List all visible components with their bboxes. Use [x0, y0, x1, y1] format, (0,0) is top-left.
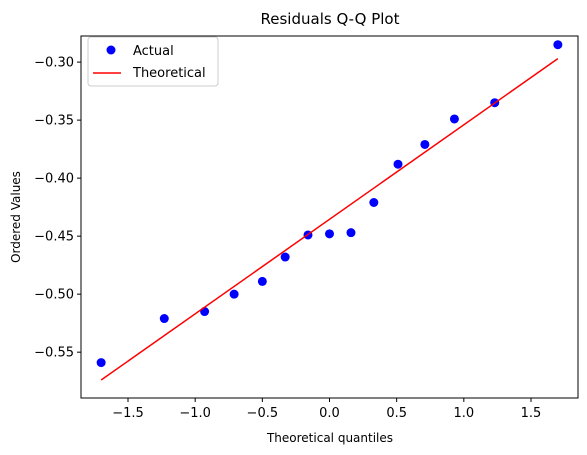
data-point: [325, 229, 334, 239]
legend-label-theoretical: Theoretical: [132, 66, 206, 81]
theoretical-line: [100, 58, 559, 381]
x-tick-label: 1.5: [521, 406, 542, 421]
x-axis-ticks: −1.5 −1.0 −0.5 0.0 0.5 1.0 1.5: [112, 398, 541, 421]
x-tick-label: −1.0: [179, 406, 211, 421]
data-point: [257, 276, 267, 286]
legend-label-actual: Actual: [133, 44, 174, 59]
y-tick-label: −0.40: [34, 172, 74, 187]
x-tick-label: 0.5: [386, 406, 407, 421]
data-point: [229, 289, 239, 299]
data-point: [449, 114, 459, 124]
legend-marker-actual: [106, 45, 116, 55]
data-point: [420, 139, 430, 149]
x-tick-label: −0.5: [247, 406, 279, 421]
data-point: [369, 197, 379, 207]
axes-frame: [80, 35, 579, 399]
x-tick-label: 1.0: [453, 406, 474, 421]
data-point: [159, 314, 169, 324]
data-point: [96, 358, 106, 368]
data-point: [346, 228, 356, 238]
data-point: [553, 40, 563, 50]
plot-area: [96, 40, 563, 381]
y-tick-label: −0.30: [34, 56, 74, 71]
chart-title: Residuals Q-Q Plot: [261, 10, 400, 28]
data-point: [200, 307, 210, 317]
y-axis-ticks: −0.55 −0.50 −0.45 −0.40 −0.35 −0.30: [34, 56, 81, 361]
y-tick-label: −0.50: [34, 288, 74, 303]
x-tick-label: −1.5: [112, 406, 144, 421]
x-axis-label: Theoretical quantiles: [266, 431, 393, 445]
y-tick-label: −0.35: [34, 114, 74, 129]
legend: Actual Theoretical: [87, 36, 219, 87]
y-tick-label: −0.55: [34, 346, 74, 361]
y-axis-label: Ordered Values: [9, 171, 23, 263]
data-point: [393, 159, 403, 169]
data-point: [280, 252, 290, 262]
x-tick-label: 0.0: [319, 406, 340, 421]
y-tick-label: −0.45: [34, 230, 74, 245]
